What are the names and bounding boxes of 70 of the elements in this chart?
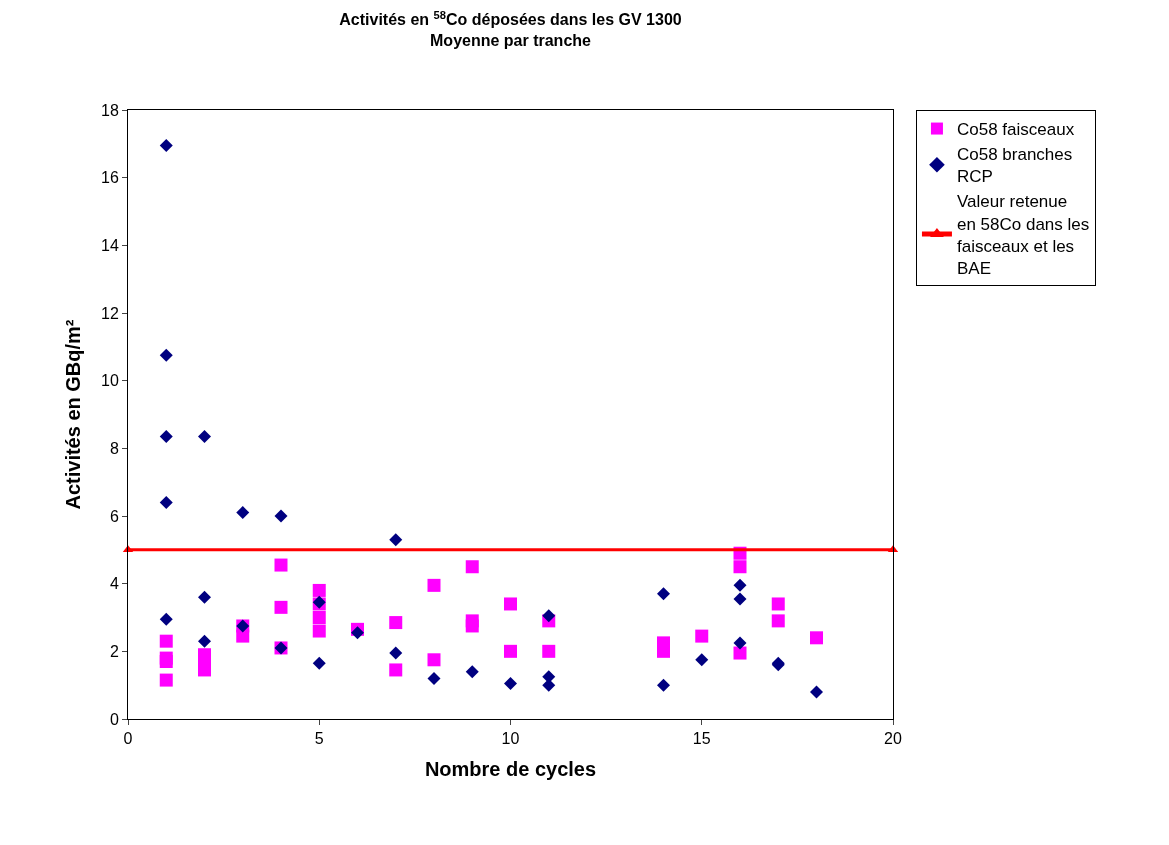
chart-title: Activités en $^{58}$Co déposées dans les GV 1300 (339, 8, 682, 29)
point (504, 644, 517, 658)
point (159, 348, 173, 362)
point (236, 629, 250, 643)
point (312, 611, 326, 624)
y-tick-label: 0 (109, 710, 119, 728)
point (351, 626, 364, 640)
point (427, 578, 441, 592)
point (159, 612, 173, 626)
point (542, 609, 556, 623)
point (236, 506, 250, 520)
point (465, 619, 479, 633)
point (427, 653, 441, 667)
point (657, 678, 670, 692)
y-tick-label: 10 (101, 372, 119, 390)
x-tick-label: 20 (884, 730, 902, 748)
point (465, 560, 479, 574)
x-axis-title: Nombre de cycles (424, 757, 597, 780)
point (427, 671, 441, 685)
chart-subtitle: Moyenne par tranche (430, 32, 592, 50)
y-tick-label: 16 (101, 169, 119, 187)
point (733, 592, 747, 606)
point (159, 495, 173, 509)
point (312, 583, 326, 597)
x-tick-label: 0 (123, 730, 133, 748)
point (657, 587, 670, 601)
point (695, 653, 709, 667)
point (504, 597, 517, 611)
point (159, 673, 173, 687)
legend-label: Co58 faisceaux (956, 120, 1075, 140)
x-tick-label: 15 (692, 730, 711, 748)
y-tick-label: 14 (101, 236, 119, 254)
point (159, 634, 173, 648)
y-axis-title: Activités en GBq/m² (61, 319, 84, 510)
point (389, 616, 403, 630)
point (504, 676, 517, 690)
x-tick-label: 5 (314, 730, 324, 748)
point (389, 646, 403, 660)
legend-label: Valeur retenue en 58Co dans les faisceaux et les BAE (956, 192, 1090, 278)
point (733, 560, 747, 574)
point (810, 631, 823, 645)
y-tick-label: 6 (109, 507, 119, 525)
point (771, 597, 785, 611)
point (542, 644, 556, 658)
y-tick-label: 12 (101, 304, 119, 322)
point (389, 663, 403, 677)
point (810, 685, 823, 699)
point (198, 590, 211, 604)
point (733, 578, 747, 592)
point (465, 665, 479, 679)
point (274, 600, 288, 614)
point (274, 558, 288, 572)
point (771, 614, 785, 628)
point (312, 656, 326, 670)
y-tick-label: 4 (109, 575, 119, 593)
y-tick-label: 8 (109, 439, 119, 457)
point (198, 429, 211, 443)
point (198, 634, 211, 648)
point (389, 533, 403, 547)
point (695, 629, 709, 643)
y-tick-label: 2 (109, 642, 119, 660)
x-tick-label: 10 (501, 730, 520, 748)
point (159, 139, 173, 153)
point (312, 624, 326, 638)
y-tick-label: 18 (101, 101, 119, 119)
point (733, 646, 747, 660)
point (733, 636, 747, 650)
point (274, 509, 288, 523)
legend-label: Co58 branches RCP (956, 145, 1073, 187)
point (159, 429, 173, 443)
